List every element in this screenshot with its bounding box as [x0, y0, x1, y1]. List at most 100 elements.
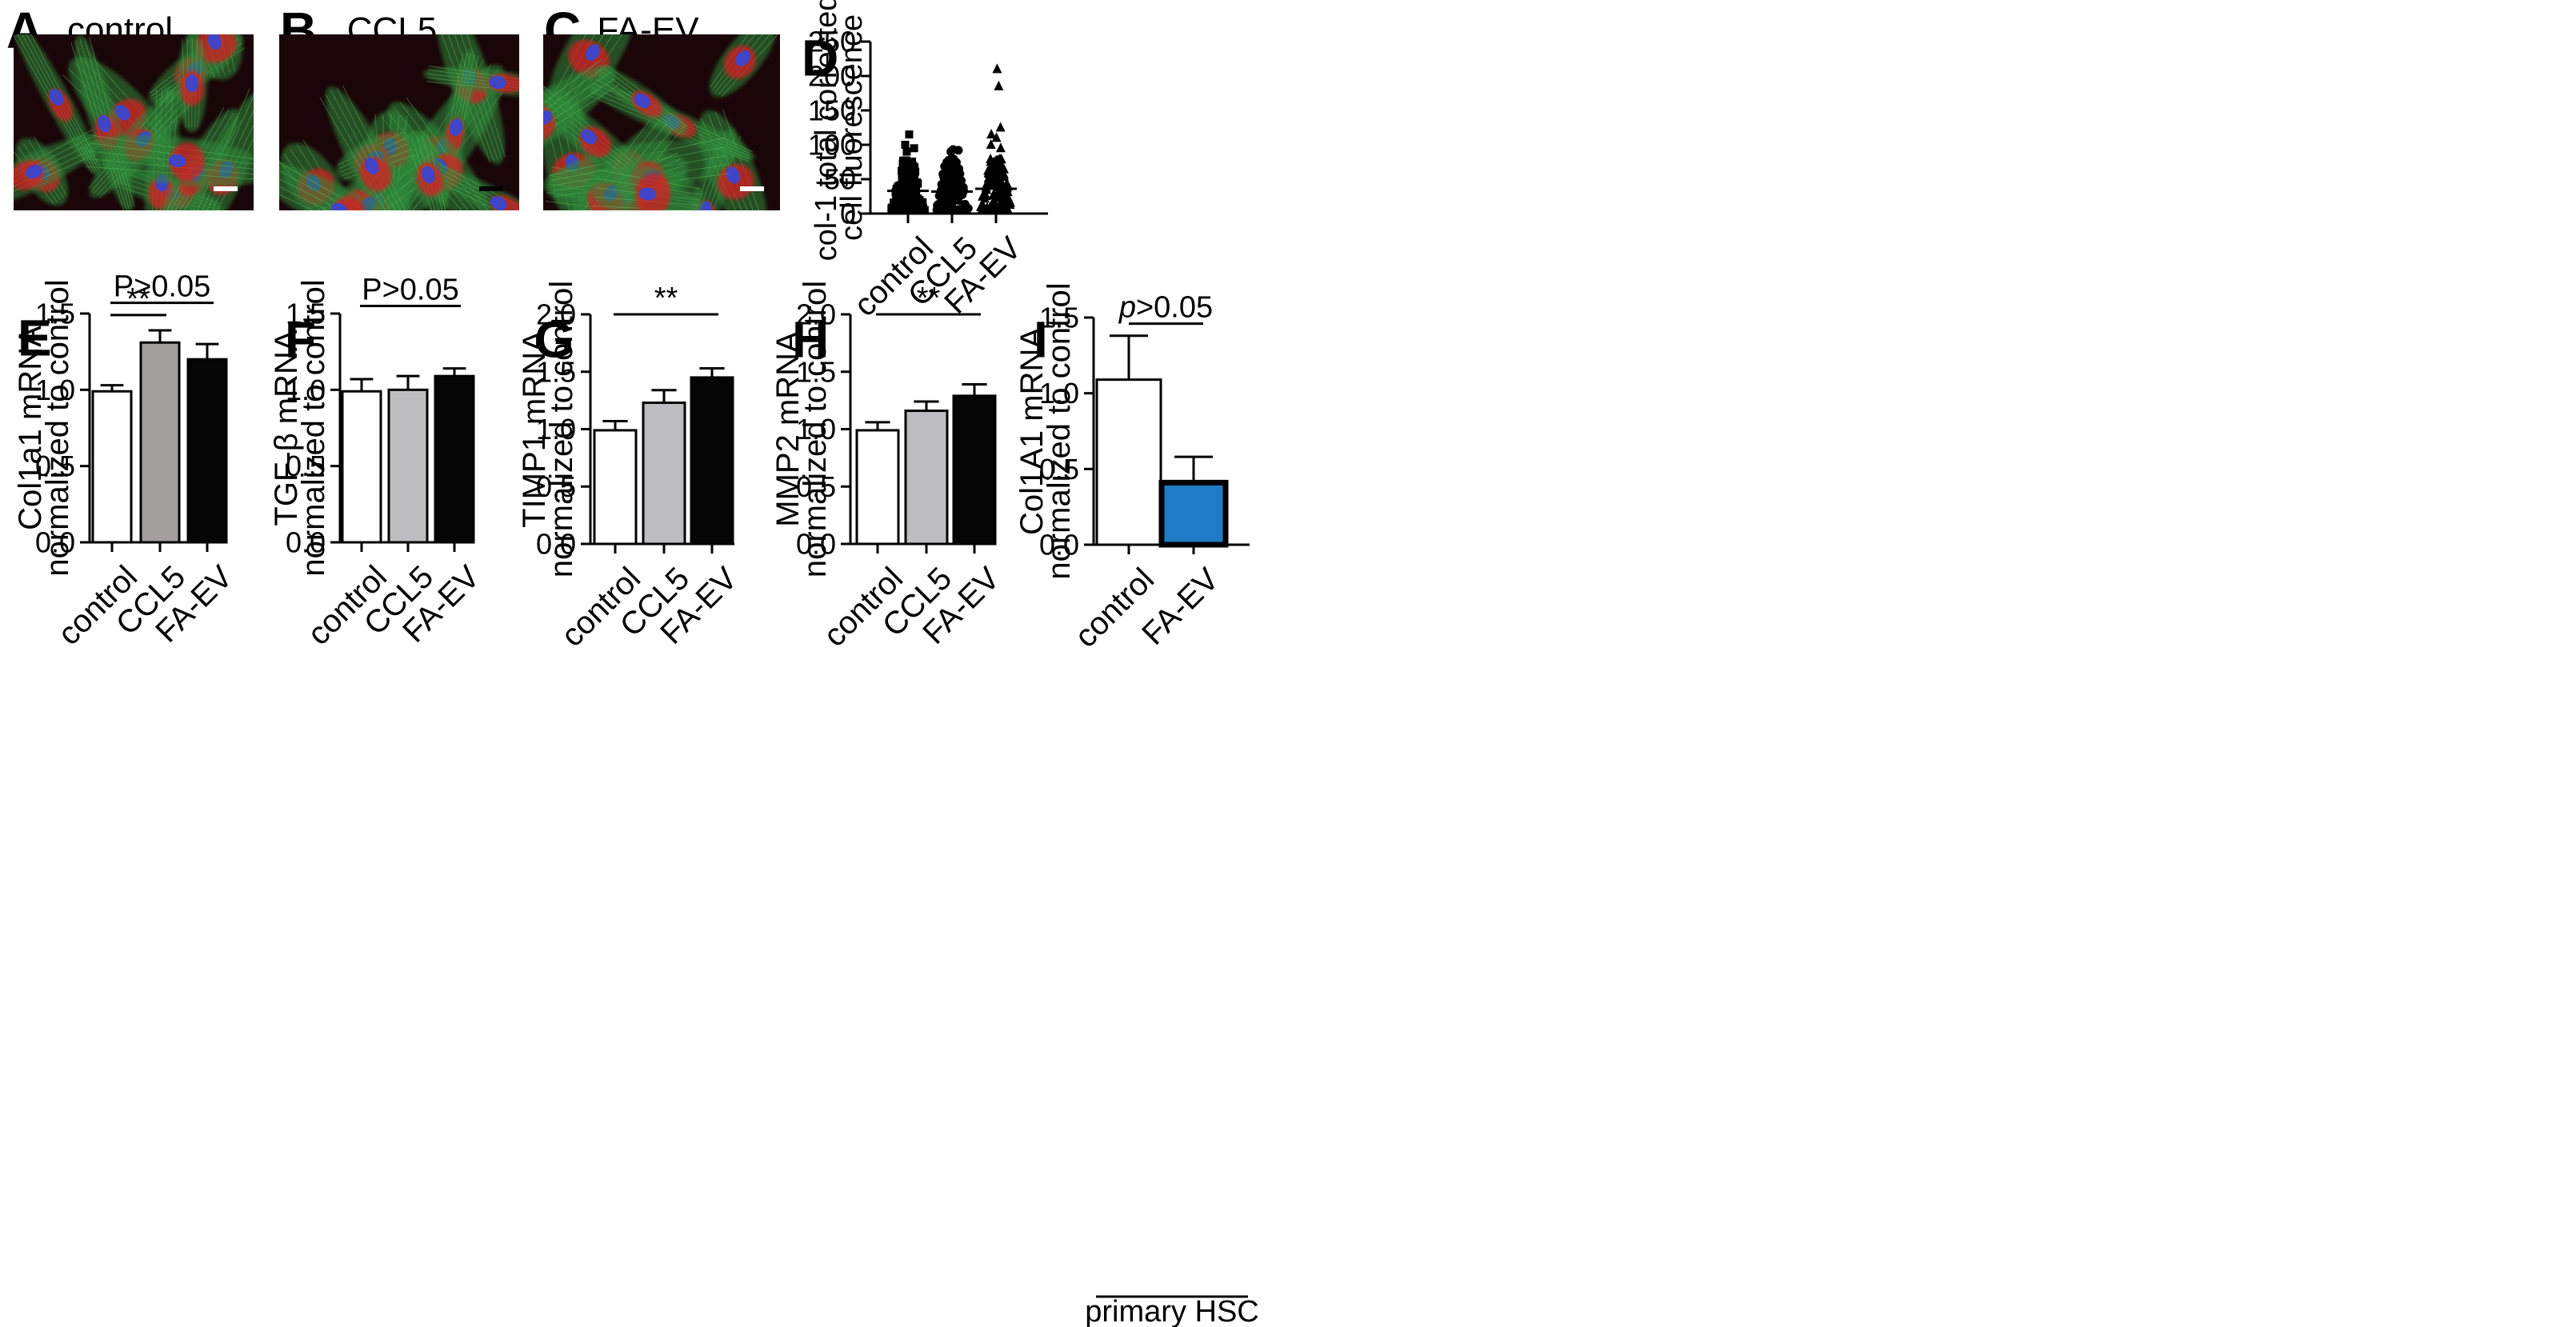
significance-label: P>0.05	[114, 270, 211, 304]
nucleus	[168, 154, 186, 167]
y-axis-label: Col1a1 mRNA	[13, 326, 48, 530]
data-point	[910, 185, 918, 194]
data-point	[988, 190, 998, 200]
cell	[590, 166, 704, 210]
scale-bar	[214, 186, 238, 191]
nucleus	[735, 50, 750, 66]
y-axis-label: normalized to control	[798, 281, 833, 578]
data-point	[912, 191, 921, 200]
data-point	[904, 196, 913, 205]
y-axis-label: normalized to control	[544, 281, 579, 578]
y-tick-label: 1.5	[35, 298, 75, 330]
data-point	[914, 202, 923, 211]
data-point	[910, 144, 918, 153]
data-point	[908, 157, 917, 166]
significance-label: **	[654, 282, 678, 315]
data-point	[910, 172, 918, 181]
panel-letter: I	[1034, 310, 1048, 368]
data-point	[918, 198, 927, 206]
significance-label: **	[917, 282, 941, 315]
data-point	[986, 139, 996, 149]
data-point	[994, 80, 1004, 90]
data-point	[901, 156, 910, 165]
data-point	[905, 130, 914, 139]
data-point	[998, 163, 1009, 174]
data-point	[942, 164, 951, 174]
data-point	[995, 122, 1006, 132]
scale-bar	[740, 186, 764, 191]
data-point	[918, 204, 927, 213]
data-point	[995, 142, 1006, 153]
data-point	[951, 178, 961, 187]
data-point	[906, 165, 914, 174]
micrograph-fa-ev	[543, 34, 780, 210]
data-point	[904, 174, 913, 182]
data-point	[1002, 202, 1012, 213]
data-point	[898, 162, 907, 170]
data-point	[946, 147, 956, 157]
bar-ccl5	[387, 388, 429, 544]
category-label: control	[1068, 562, 1161, 654]
data-point	[898, 192, 907, 201]
y-tick-label: 0.5	[286, 450, 326, 482]
y-tick-label: 100	[808, 129, 856, 162]
bar-fa-ev	[434, 374, 475, 544]
panel-letter: H	[792, 310, 829, 368]
data-point	[954, 170, 963, 179]
y-tick-label: 250	[808, 26, 856, 58]
nucleus	[581, 129, 598, 145]
y-tick-label: 0.0	[35, 526, 75, 559]
bar-control	[91, 390, 133, 544]
nucleus	[543, 110, 553, 126]
y-tick-label: 0.0	[536, 528, 576, 561]
y-axis-label: TIMP1 mRNA	[517, 330, 552, 528]
nucleus	[49, 89, 64, 106]
scale-bar	[479, 186, 503, 191]
bar-control	[341, 390, 382, 544]
data-point	[988, 204, 998, 214]
nucleus	[98, 114, 111, 133]
data-point	[1002, 186, 1013, 197]
data-point	[951, 158, 961, 167]
data-point	[910, 163, 919, 172]
significance-label: **	[126, 282, 150, 316]
panel-letter: E	[18, 309, 52, 366]
data-point	[998, 197, 1008, 207]
data-point	[986, 162, 996, 173]
y-axis-label: MMP2 mRNA	[770, 331, 806, 527]
data-point	[890, 199, 899, 208]
cell	[595, 63, 689, 135]
data-point	[1002, 191, 1012, 202]
panel-letter: G	[534, 310, 574, 368]
data-point	[1002, 178, 1012, 189]
data-point	[989, 195, 999, 206]
cell	[14, 34, 102, 176]
data-point	[946, 193, 956, 202]
bar-ccl5	[642, 401, 686, 546]
data-point	[994, 166, 1004, 176]
data-point	[895, 198, 904, 207]
data-point	[894, 194, 902, 202]
data-point	[932, 206, 942, 215]
significance-label: P>0.05	[362, 273, 459, 306]
cell	[543, 58, 620, 172]
y-tick-label: 1.0	[35, 374, 75, 406]
data-point	[906, 192, 915, 201]
nucleus	[449, 118, 463, 137]
cell	[406, 132, 449, 210]
y-tick-label: 0	[840, 198, 856, 230]
y-tick-label: 0.5	[536, 470, 576, 503]
nucleus	[422, 166, 435, 184]
nucleus	[634, 93, 650, 109]
micrograph-ccl5	[279, 34, 519, 210]
data-point	[890, 206, 898, 214]
micrograph-control	[14, 34, 254, 210]
y-tick-label: 1.5	[286, 298, 326, 330]
nucleus	[585, 44, 600, 61]
